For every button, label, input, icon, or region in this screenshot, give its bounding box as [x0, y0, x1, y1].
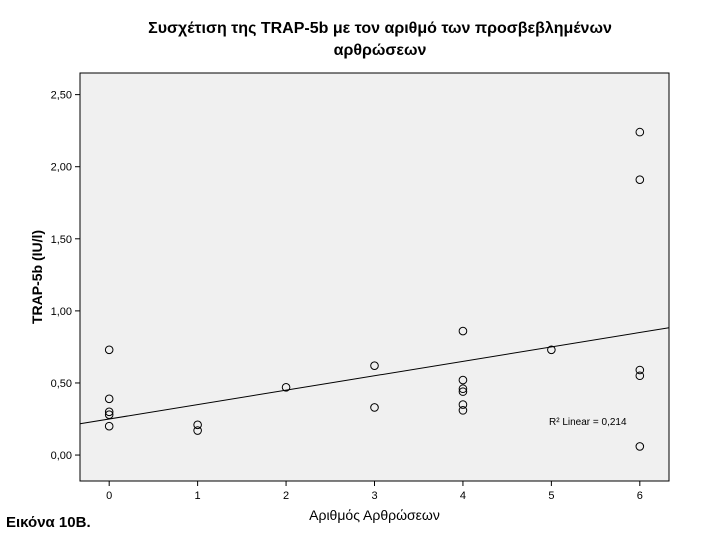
data-point-11 — [458, 375, 468, 385]
y-tick-label-1: 0,50 — [51, 378, 72, 390]
regression-line — [79, 327, 670, 425]
data-point-21 — [635, 442, 645, 451]
x-axis-label: Αριθμός Αρθρώσεων — [309, 507, 440, 523]
data-point-1 — [104, 394, 114, 404]
data-point-8 — [370, 361, 379, 370]
data-point-20 — [635, 371, 645, 381]
x-tick-label-6: 6 — [637, 490, 643, 502]
data-point-15 — [458, 406, 468, 415]
data-point-13 — [458, 387, 468, 396]
data-point-12 — [458, 384, 468, 394]
y-axis-label: TRAP-5b (IU/l) — [29, 230, 45, 324]
plot-area — [79, 72, 670, 482]
data-point-3 — [104, 410, 114, 419]
x-tick-label-3: 3 — [371, 490, 377, 502]
x-tick-label-4: 4 — [460, 490, 466, 502]
fit-line — [79, 327, 670, 425]
data-points — [104, 127, 645, 451]
x-tick-label-1: 1 — [195, 490, 201, 502]
data-point-4 — [104, 421, 114, 431]
data-point-0 — [104, 345, 114, 355]
x-axis: 0 1 2 3 4 5 6 — [106, 481, 643, 502]
y-tick-label-3: 1,50 — [51, 234, 72, 246]
data-point-2 — [104, 407, 114, 417]
data-point-18 — [635, 175, 645, 184]
data-point-5 — [193, 420, 202, 430]
data-point-7 — [281, 382, 291, 392]
data-point-6 — [193, 426, 202, 435]
chart-title: Συσχέτιση της TRAP-5b με τον αριθμό των … — [80, 18, 680, 62]
figure-caption: Εικόνα 10Β. — [6, 514, 91, 531]
r2-annotation: R² Linear = 0,214 — [549, 417, 627, 428]
y-axis: 0,00 0,50 1,00 1,50 2,00 2,50 — [51, 90, 80, 462]
data-point-10 — [458, 326, 468, 336]
data-point-9 — [370, 403, 379, 412]
data-point-19 — [635, 365, 645, 375]
x-tick-label-5: 5 — [548, 490, 554, 502]
y-tick-label-2: 1,00 — [51, 306, 72, 318]
chart-title-line-2: αρθρώσεων — [333, 42, 427, 59]
y-tick-label-0: 0,00 — [51, 450, 72, 462]
x-tick-label-0: 0 — [106, 490, 112, 502]
y-tick-label-4: 2,00 — [51, 162, 72, 174]
y-tick-label-5: 2,50 — [51, 90, 72, 102]
data-point-14 — [458, 400, 468, 409]
x-tick-label-2: 2 — [283, 490, 289, 502]
data-point-17 — [635, 127, 645, 137]
data-point-16 — [547, 345, 556, 355]
chart-title-line-1: Συσχέτιση της TRAP-5b με τον αριθμό των … — [148, 20, 612, 37]
